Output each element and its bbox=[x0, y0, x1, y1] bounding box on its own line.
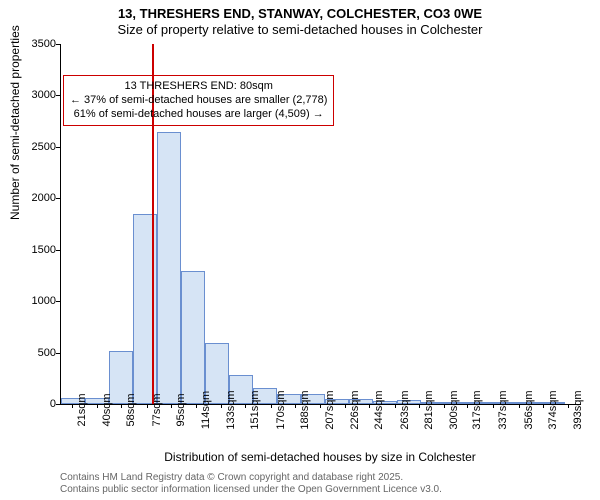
x-tick-mark bbox=[467, 404, 468, 408]
x-tick-mark bbox=[345, 404, 346, 408]
y-tick-mark bbox=[56, 250, 60, 251]
x-tick-label: 58sqm bbox=[125, 393, 137, 426]
histogram-bar bbox=[157, 132, 181, 404]
footer-line1: Contains HM Land Registry data © Crown c… bbox=[60, 472, 442, 484]
x-tick-mark bbox=[493, 404, 494, 408]
y-tick-label: 2000 bbox=[16, 192, 56, 204]
x-tick-label: 317sqm bbox=[471, 390, 483, 429]
x-tick-mark bbox=[543, 404, 544, 408]
y-tick-mark bbox=[56, 353, 60, 354]
y-axis-label: Number of semi-detached properties bbox=[8, 25, 22, 220]
chart-title-address: 13, THRESHERS END, STANWAY, COLCHESTER, … bbox=[0, 6, 600, 21]
annotation-box: 13 THRESHERS END: 80sqm← 37% of semi-det… bbox=[63, 75, 334, 126]
chart-title-subtitle: Size of property relative to semi-detach… bbox=[0, 22, 600, 37]
x-tick-label: 207sqm bbox=[324, 390, 336, 429]
x-tick-mark bbox=[147, 404, 148, 408]
y-tick-mark bbox=[56, 198, 60, 199]
histogram-bar bbox=[181, 271, 205, 404]
plot-area: 13 THRESHERS END: 80sqm← 37% of semi-det… bbox=[60, 44, 581, 405]
x-tick-mark bbox=[419, 404, 420, 408]
y-tick-label: 0 bbox=[16, 398, 56, 410]
x-tick-mark bbox=[72, 404, 73, 408]
x-tick-mark bbox=[196, 404, 197, 408]
x-tick-mark bbox=[369, 404, 370, 408]
x-tick-mark bbox=[221, 404, 222, 408]
x-tick-label: 21sqm bbox=[76, 393, 88, 426]
x-tick-label: 114sqm bbox=[200, 391, 212, 429]
x-tick-mark bbox=[245, 404, 246, 408]
x-tick-label: 226sqm bbox=[349, 390, 361, 429]
y-tick-mark bbox=[56, 301, 60, 302]
chart-container: 13, THRESHERS END, STANWAY, COLCHESTER, … bbox=[0, 0, 600, 500]
x-tick-label: 188sqm bbox=[299, 390, 311, 429]
x-tick-label: 374sqm bbox=[547, 390, 559, 429]
x-tick-mark bbox=[320, 404, 321, 408]
annotation-line3: 61% of semi-detached houses are larger (… bbox=[70, 107, 327, 121]
x-tick-label: 40sqm bbox=[101, 393, 113, 426]
footer-attribution: Contains HM Land Registry data © Crown c… bbox=[60, 472, 442, 496]
x-tick-label: 95sqm bbox=[175, 393, 187, 426]
x-tick-label: 151sqm bbox=[249, 390, 261, 429]
x-tick-mark bbox=[271, 404, 272, 408]
x-tick-mark bbox=[121, 404, 122, 408]
x-tick-mark bbox=[395, 404, 396, 408]
y-tick-mark bbox=[56, 95, 60, 96]
y-tick-label: 1000 bbox=[16, 295, 56, 307]
y-tick-label: 3500 bbox=[16, 38, 56, 50]
x-tick-mark bbox=[568, 404, 569, 408]
y-tick-label: 2500 bbox=[16, 141, 56, 153]
y-tick-mark bbox=[56, 147, 60, 148]
y-tick-label: 500 bbox=[16, 347, 56, 359]
x-tick-label: 133sqm bbox=[225, 390, 237, 429]
x-tick-label: 356sqm bbox=[523, 390, 535, 429]
x-tick-mark bbox=[519, 404, 520, 408]
x-tick-mark bbox=[444, 404, 445, 408]
x-tick-label: 170sqm bbox=[275, 390, 287, 429]
annotation-line1: 13 THRESHERS END: 80sqm bbox=[70, 79, 327, 93]
x-tick-mark bbox=[97, 404, 98, 408]
y-tick-mark bbox=[56, 404, 60, 405]
footer-line2: Contains public sector information licen… bbox=[60, 484, 442, 496]
x-tick-label: 337sqm bbox=[497, 390, 509, 429]
y-tick-label: 3000 bbox=[16, 89, 56, 101]
annotation-line2: ← 37% of semi-detached houses are smalle… bbox=[70, 93, 327, 107]
x-tick-label: 393sqm bbox=[572, 390, 584, 429]
x-tick-label: 263sqm bbox=[399, 390, 411, 429]
x-tick-label: 281sqm bbox=[423, 390, 435, 429]
x-tick-mark bbox=[295, 404, 296, 408]
y-tick-label: 1500 bbox=[16, 244, 56, 256]
x-tick-label: 244sqm bbox=[373, 390, 385, 429]
x-tick-label: 77sqm bbox=[151, 393, 163, 426]
x-tick-mark bbox=[171, 404, 172, 408]
x-tick-label: 300sqm bbox=[448, 390, 460, 429]
x-axis-label: Distribution of semi-detached houses by … bbox=[60, 450, 580, 464]
y-tick-mark bbox=[56, 44, 60, 45]
